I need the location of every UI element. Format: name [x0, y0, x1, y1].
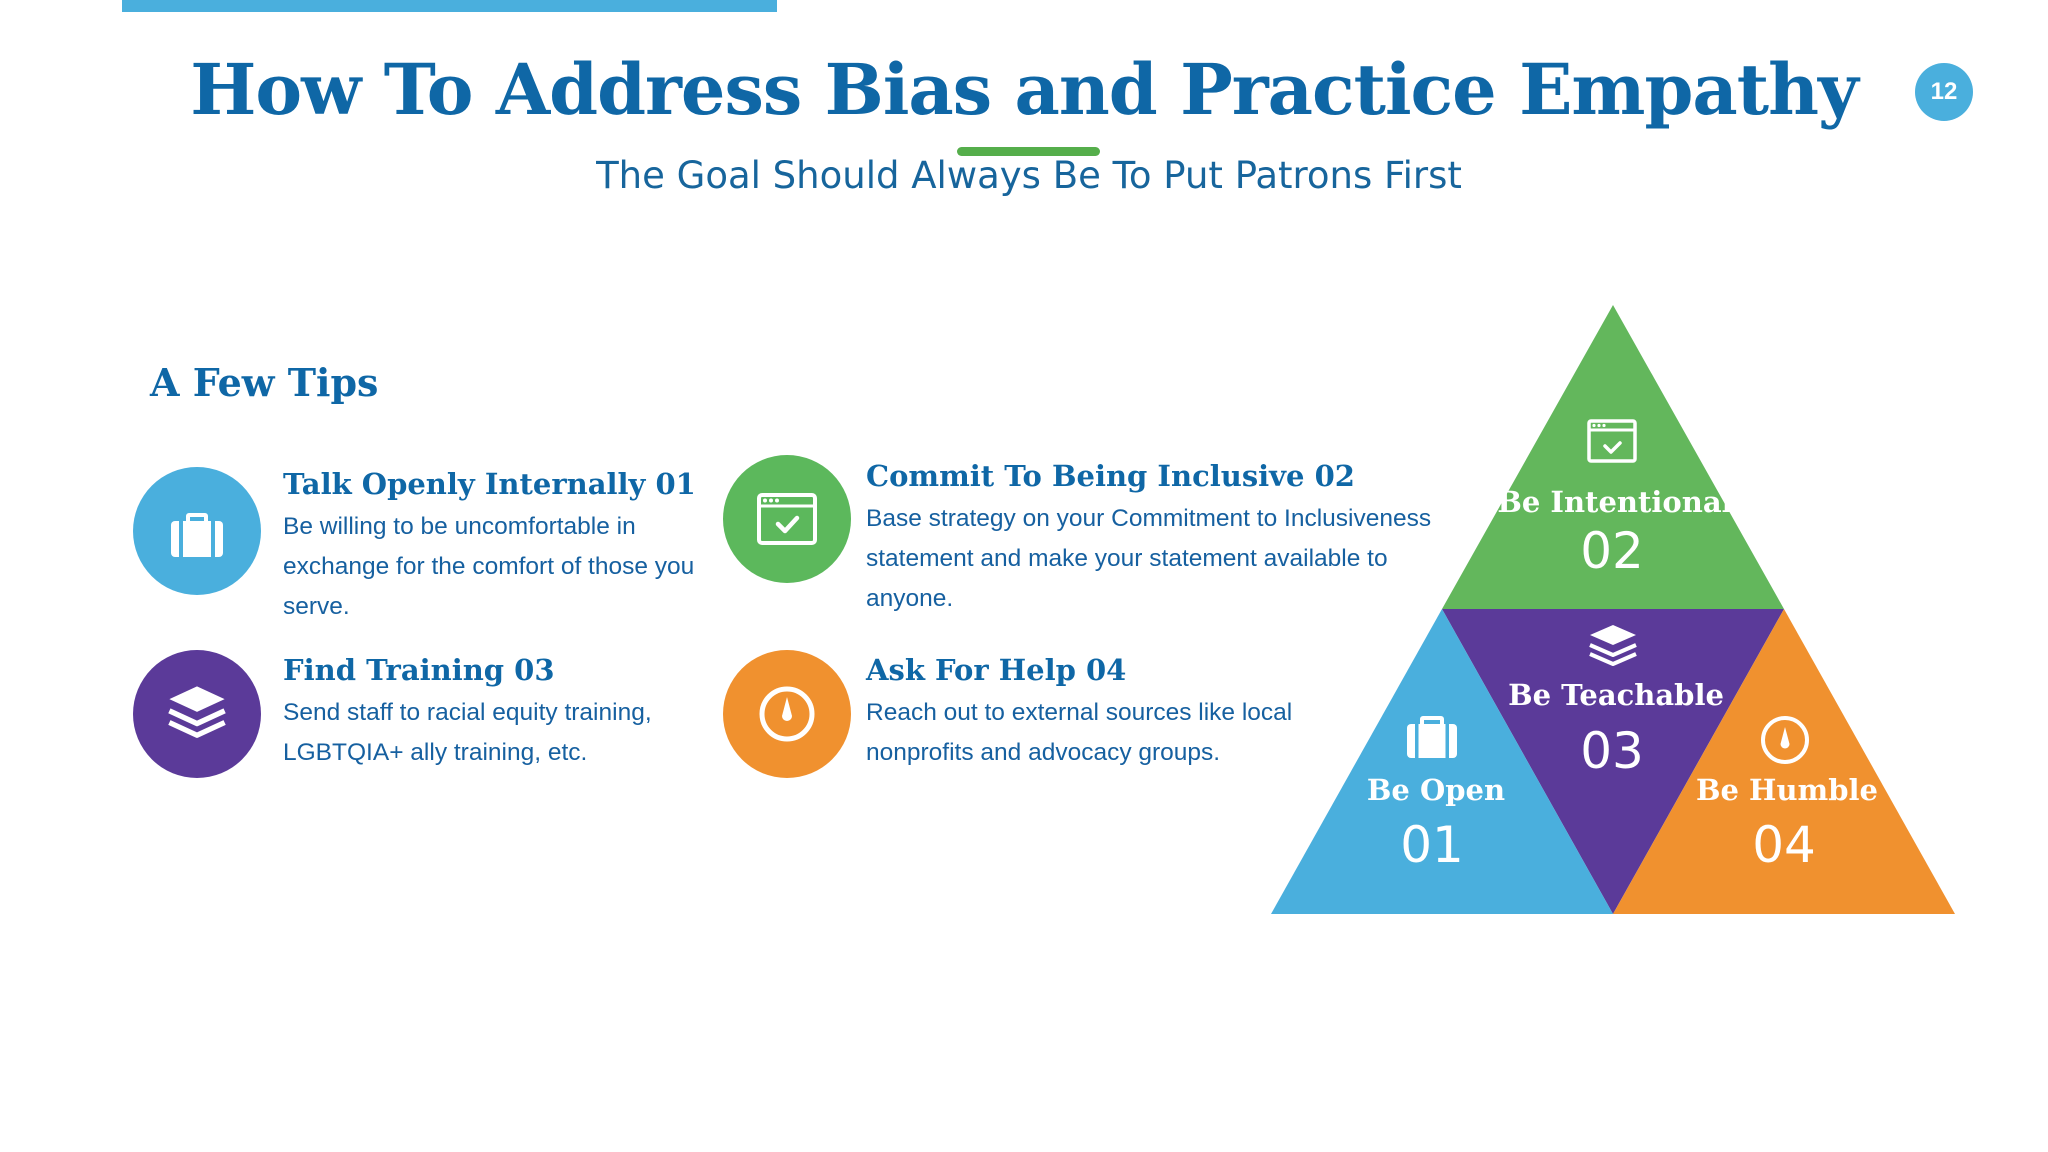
tip-1-circle — [133, 467, 261, 595]
slide-title: How To Address Bias and Practice Empathy — [190, 48, 1858, 131]
pyramid-label-intentional: Be Intentional — [1497, 485, 1732, 519]
layers-icon — [168, 686, 226, 738]
pyramid-label-teachable: Be Teachable — [1508, 678, 1724, 712]
pyramid-number-03: 03 — [1580, 722, 1644, 780]
tip-3-body: Send staff to racial equity training, LG… — [283, 699, 652, 766]
pyramid-segment-intentional — [1442, 305, 1784, 609]
tip-4-circle — [723, 650, 851, 778]
pyramid-segment-teachable — [1442, 609, 1784, 914]
page-number-badge: 12 — [1915, 63, 1973, 121]
tip-2-body: Base strategy on your Commitment to Incl… — [866, 505, 1432, 612]
briefcase-icon — [171, 513, 223, 557]
browser-check-icon — [757, 493, 817, 545]
pyramid-label-humble: Be Humble — [1696, 773, 1878, 807]
pyramid-label-open: Be Open — [1367, 773, 1505, 807]
top-accent-bar — [122, 0, 777, 12]
tip-1-title: Talk Openly Internally 01 — [283, 467, 696, 501]
browser-check-icon — [1587, 419, 1637, 463]
tip-2-circle — [723, 455, 851, 583]
tip-3-title: Find Training 03 — [283, 653, 555, 687]
slide-subtitle: The Goal Should Always Be To Put Patrons… — [596, 154, 1462, 197]
pyramid-number-02: 02 — [1580, 522, 1644, 580]
tip-1-body: Be willing to be uncomfortable in exchan… — [283, 513, 695, 620]
tip-2-title: Commit To Being Inclusive 02 — [866, 459, 1355, 493]
pyramid-segment-open — [1271, 609, 1613, 914]
briefcase-icon — [1407, 716, 1457, 758]
tip-4-title: Ask For Help 04 — [866, 653, 1127, 687]
compass-icon — [759, 686, 815, 742]
tip-3-circle — [133, 650, 261, 778]
pyramid-number-04: 04 — [1752, 816, 1816, 874]
layers-icon — [1589, 625, 1637, 666]
pyramid-number-01: 01 — [1400, 816, 1464, 874]
compass-icon — [1761, 716, 1809, 764]
tips-heading: A Few Tips — [150, 360, 379, 405]
tip-4-body: Reach out to external sources like local… — [866, 699, 1293, 766]
title-underline — [957, 147, 1100, 156]
